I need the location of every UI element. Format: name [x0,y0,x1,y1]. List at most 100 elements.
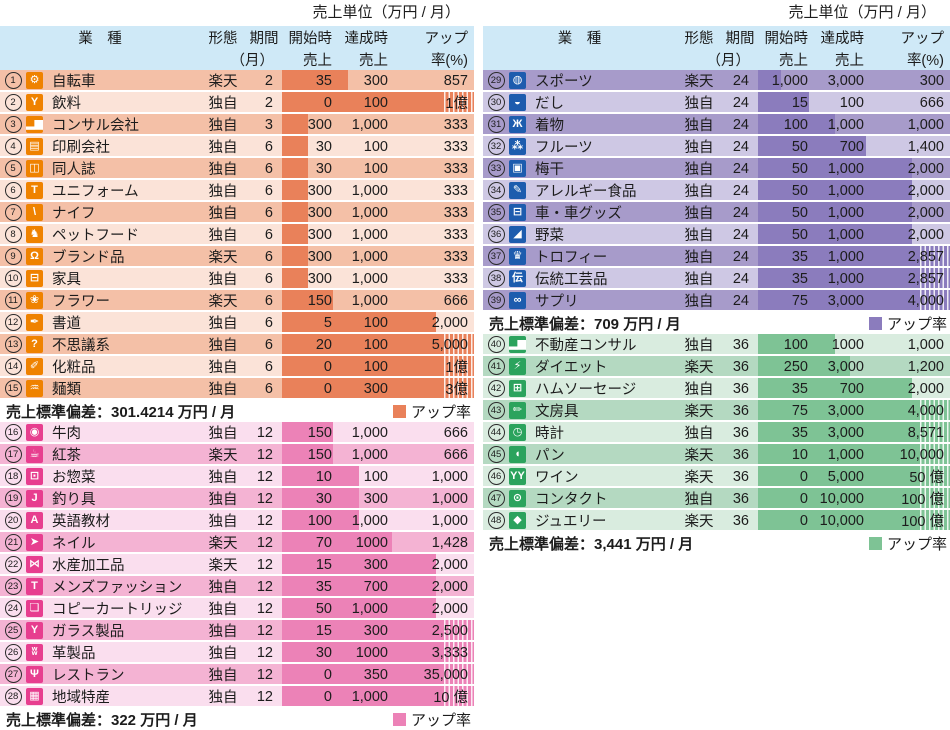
format-cell: 独自 [208,162,238,178]
saturation-hatch [920,246,950,266]
shoes-icon: ʬ [26,644,43,661]
industry-name: 家具 [52,272,81,288]
row-number-badge: 45 [487,446,505,463]
up-rate-bar [282,444,333,464]
start-sales-cell: 10 [315,468,332,485]
industry-name: 牛肉 [52,426,81,442]
up-rate-bar [758,114,835,134]
up-rate-bar [282,312,436,332]
row-number-badge: 36 [487,226,505,243]
row-number-badge: 25 [4,622,22,639]
up-rate-cell: 2,857 [907,270,944,287]
period-cell: 6 [264,226,273,243]
saturation-hatch [920,444,950,464]
up-rate-cell: 10,000 [899,446,944,463]
period-cell: 24 [732,292,749,309]
saturation-hatch [920,400,950,420]
saturation-hatch [444,356,474,376]
period-cell: 12 [256,468,273,485]
start-sales-cell: 300 [307,270,332,287]
start-sales-cell: 50 [791,182,808,199]
row-number-badge: 15 [4,380,22,397]
table-footer: 売上標準偏差：301.4214 万円 / 月 アップ率 [0,400,474,422]
row-number-badge: 33 [487,160,505,177]
row-number-badge: 34 [487,182,505,199]
nail-hand-icon: ➤ [26,534,43,551]
table-row: 6 T ユニフォーム 独自 6 300 1,000 333 [0,180,474,200]
bar-chart-icon: ▂▆▄ [26,116,43,133]
table-row: 10 ⊟ 家具 独自 6 300 1,000 333 [0,268,474,288]
industry-name: 地域特産 [52,690,110,706]
up-rate-cell: 2,000 [431,578,468,595]
legend-color-swatch [392,712,406,726]
fish-icon: ⋈ [26,556,43,573]
start-sales-cell: 35 [791,380,808,397]
period-cell: 24 [732,226,749,243]
row-number-badge: 19 [4,490,22,507]
unit-label-right: 売上単位（万円 / 月） [788,4,936,21]
row-number-badge: 38 [487,270,505,287]
saturation-hatch [920,510,950,530]
format-cell: 独自 [208,624,238,640]
format-cell: 独自 [208,184,238,200]
format-cell: 独自 [684,228,714,244]
goal-sales-cell: 100 [363,468,388,485]
row-number-badge: 6 [4,182,22,199]
start-sales-cell: 35 [315,578,332,595]
col-start-sales: 売上 [303,52,332,69]
row-number-badge: 39 [487,292,505,309]
cosmetics-icon: ✐ [26,358,43,375]
start-sales-cell: 300 [307,226,332,243]
table-row: 38 伝伝統工芸品 独自 24 35 1,000 2,857 [483,268,950,288]
col-rate-pct: 率(%) [430,52,468,69]
industry-name: 不思議系 [52,338,110,354]
up-rate-bar [282,576,436,596]
goal-sales-cell: 1,000 [351,424,388,441]
table-row: 22 ⋈ 水産加工品 楽天 12 15 300 2,000 [0,554,474,574]
period-cell: 12 [256,688,273,705]
industry-name: サプリ [535,294,579,310]
table-row: 20 A 英語教材 独自 12 100 1,000 1,000 [0,510,474,530]
bicycle-icon: ⚙ [26,72,43,89]
row-number-badge: 2 [4,94,22,111]
goal-sales-cell: 700 [363,578,388,595]
saturation-hatch [920,290,950,310]
period-cell: 12 [256,666,273,683]
industry-name: メンズファッション [52,580,183,596]
industry-name: ワイン [535,470,579,486]
col-goal: 達成時 [344,30,389,47]
start-sales-cell: 0 [323,380,332,397]
start-sales-cell: 35 [315,72,332,89]
legend-color-swatch [392,404,406,418]
period-cell: 12 [256,490,273,507]
up-rate-bar [282,136,308,156]
start-sales-cell: 75 [791,402,808,419]
copy-sheets-icon: ❏ [26,600,43,617]
den-kanji-icon: 伝 [509,270,526,287]
row-number-badge: 11 [4,292,22,309]
table-row: 42 ⊞ ハムソーセージ 独自 36 35 700 2,000 [483,378,950,398]
up-rate-cell: 1,000 [431,468,468,485]
up-rate-bar [758,224,912,244]
industry-name: 文房具 [535,404,579,420]
row-number-badge: 20 [4,512,22,529]
ham-slice-icon: ⊞ [509,380,526,397]
period-cell: 36 [732,490,749,507]
col-goal-sales: 売上 [359,52,388,69]
up-rate-bar [758,510,950,530]
row-number-badge: 14 [4,358,22,375]
format-cell: 楽天 [208,294,238,310]
col-start: 開始時 [288,30,333,47]
goal-sales-cell: 1,000 [827,204,864,221]
table-row: 27 Ψ レストラン 独自 12 0 350 35,000 [0,664,474,684]
table-row: 26 ʬ 革製品 独自 12 30 1000 3,333 [0,642,474,662]
start-sales-cell: 0 [323,358,332,375]
format-cell: 独自 [684,162,714,178]
up-rate-cell: 35,000 [423,666,468,683]
up-rate-bar [282,378,474,398]
format-cell: 楽天 [208,448,238,464]
start-sales-cell: 100 [307,512,332,529]
up-rate-cell: 333 [443,248,468,265]
format-cell: 独自 [684,338,714,354]
